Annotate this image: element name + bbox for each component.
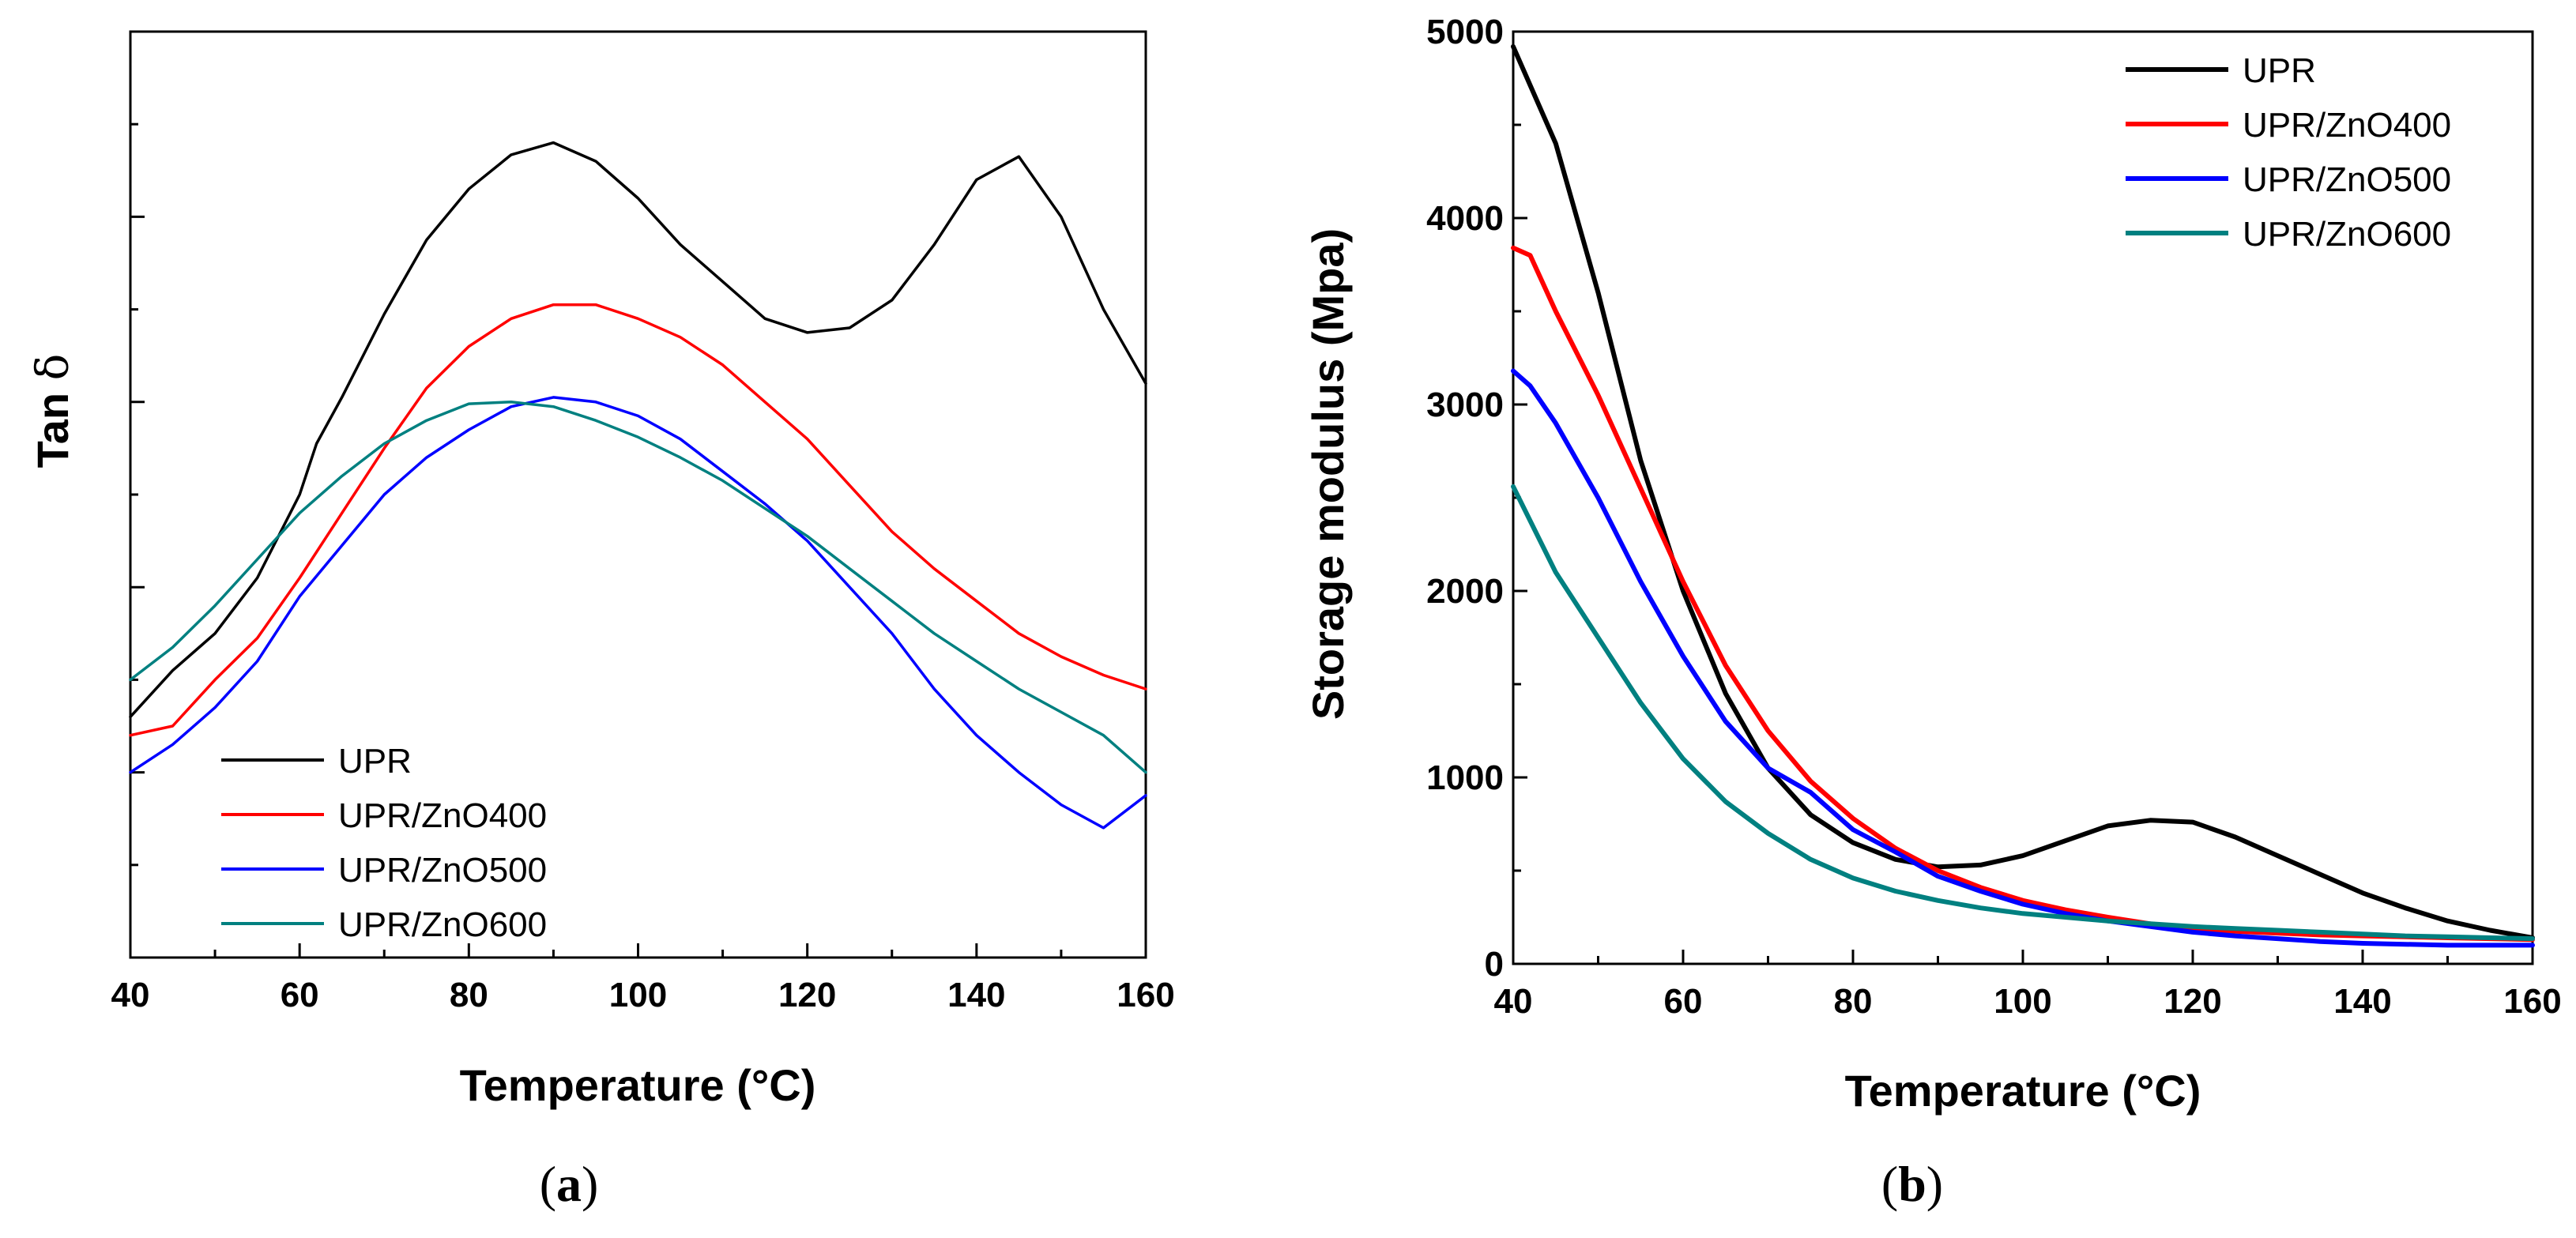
panel-a-chart: 40 60 80 100 120 140 160 UPR UPR/ZnO400 UPR/ZnO5… <box>28 30 1175 1110</box>
panel-b-y-tick-label: 4000 <box>1426 199 1504 238</box>
panel-a-legend-label-upr-zno500: UPR/ZnO500 <box>338 851 547 890</box>
panel-b-x-tick-label: 60 <box>1664 982 1703 1021</box>
caption-a: (a) <box>540 1156 599 1212</box>
panel-a-x-tick-label: 40 <box>111 976 150 1014</box>
panel-b-x-tick-label: 80 <box>1834 982 1873 1021</box>
panel-b-x-tick-label: 40 <box>1494 982 1533 1021</box>
panel-b-series-upr-zno600 <box>1511 484 2535 942</box>
panel-a-legend-label-upr-zno600: UPR/ZnO600 <box>338 905 547 944</box>
panel-a-x-tick-label: 160 <box>1117 976 1174 1014</box>
panel-b-legend-label-upr-zno400: UPR/ZnO400 <box>2243 106 2451 145</box>
panel-b-x-ticks: 40 60 80 100 120 140 160 <box>1494 950 2562 1021</box>
panel-b-y-ticks: 0 1000 2000 3000 4000 5000 <box>1426 13 1527 984</box>
panel-b-legend-label-upr-zno500: UPR/ZnO500 <box>2243 160 2451 199</box>
panel-a-y-axis-title: Tan δ <box>28 354 79 468</box>
panel-a-series-upr-zno600 <box>129 401 1147 774</box>
panel-b-y-tick-label: 2000 <box>1426 572 1504 611</box>
panel-b-x-axis-title: Temperature (°C) <box>1845 1066 2201 1116</box>
panel-b-series-upr <box>1511 43 2535 940</box>
panel-b-y-tick-label: 5000 <box>1426 13 1504 51</box>
panel-b-y-axis-title: Storage modulus (Mpa) <box>1303 228 1353 720</box>
panel-b-series-upr-zno400 <box>1511 245 2535 943</box>
panel-a-x-ticks: 40 60 80 100 120 140 160 <box>111 943 1175 1014</box>
panel-a-x-tick-label: 100 <box>609 976 667 1014</box>
panel-a-x-tick-label: 60 <box>281 976 319 1014</box>
panel-b-series-upr-zno500 <box>1511 368 2535 948</box>
panel-a-legend: UPR UPR/ZnO400 UPR/ZnO500 UPR/ZnO600 <box>221 742 547 944</box>
panel-a-y-axis-title-symbol: δ <box>28 354 79 381</box>
panel-a-y-axis-title-main: Tan <box>28 380 77 468</box>
caption-b-letter: b <box>1898 1156 1926 1212</box>
panel-a-y-ticks <box>130 30 145 959</box>
panel-b-legend-label-upr-zno600: UPR/ZnO600 <box>2243 215 2451 254</box>
panel-a-legend-label-upr: UPR <box>338 742 412 781</box>
panel-a-series <box>129 141 1147 830</box>
panel-a-x-tick-label: 80 <box>450 976 488 1014</box>
panel-a-x-axis-title: Temperature (°C) <box>460 1060 816 1110</box>
panel-b-y-tick-label: 0 <box>1485 945 1504 984</box>
panel-b-x-tick-label: 160 <box>2503 982 2561 1021</box>
panel-a-series-upr-zno400 <box>129 303 1147 737</box>
caption-a-letter: a <box>556 1156 582 1212</box>
panel-b-legend-label-upr: UPR <box>2243 51 2316 90</box>
panel-b-chart: 40 60 80 100 120 140 160 0 1000 2000 3000 4000 5000… <box>1303 13 2562 1116</box>
panel-b-y-tick-label: 1000 <box>1426 758 1504 797</box>
panel-a-legend-label-upr-zno400: UPR/ZnO400 <box>338 796 547 835</box>
panel-a-x-tick-label: 140 <box>947 976 1005 1014</box>
panel-b-x-tick-label: 120 <box>2164 982 2221 1021</box>
panel-a-x-tick-label: 120 <box>778 976 836 1014</box>
panel-b-series <box>1511 43 2535 948</box>
panel-a-series-upr <box>129 141 1147 719</box>
panel-b-x-tick-label: 140 <box>2333 982 2391 1021</box>
caption-b: (b) <box>1881 1156 1943 1212</box>
panel-b-legend: UPR UPR/ZnO400 UPR/ZnO500 UPR/ZnO600 <box>2126 51 2451 254</box>
panel-b-x-tick-label: 100 <box>1994 982 2051 1021</box>
panel-a-series-upr-zno500 <box>129 396 1147 830</box>
panel-b-y-tick-label: 3000 <box>1426 386 1504 424</box>
